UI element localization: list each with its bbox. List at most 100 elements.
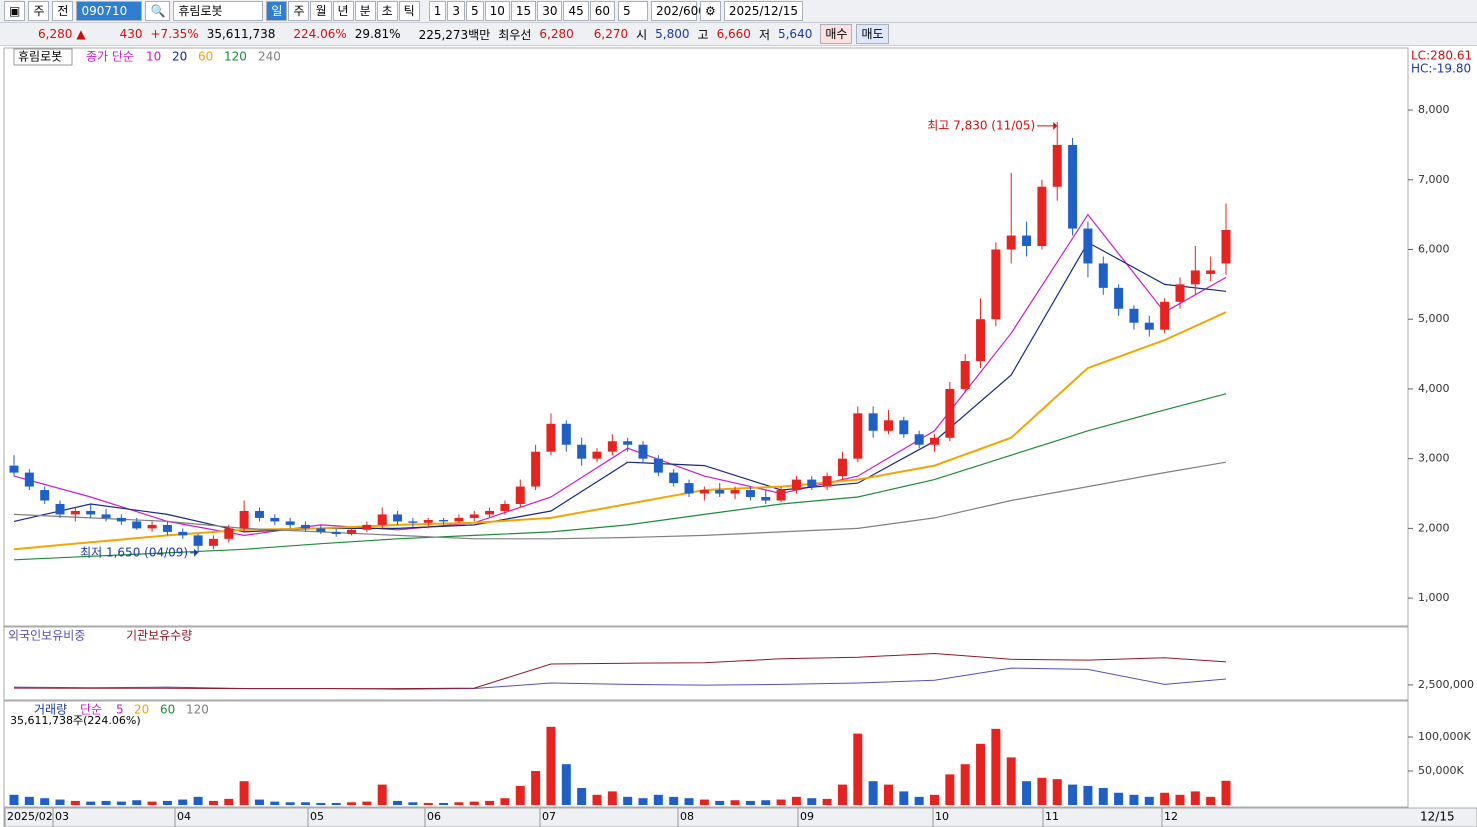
- x-tick-label: 11: [1045, 810, 1059, 823]
- interval-button[interactable]: 10: [484, 1, 510, 21]
- candle-body: [1206, 270, 1216, 274]
- candle-body: [976, 319, 986, 362]
- candle-body: [40, 490, 50, 501]
- candle-body: [930, 437, 940, 445]
- candle-body: [239, 510, 249, 529]
- interval-button[interactable]: 45: [563, 1, 589, 21]
- period-button[interactable]: 년: [332, 1, 354, 21]
- volume-bar: [500, 798, 510, 805]
- candle-body: [1083, 228, 1093, 264]
- candle-body: [285, 521, 295, 525]
- buy-button[interactable]: 매수: [820, 24, 853, 44]
- market[interactable]: 주: [28, 1, 50, 21]
- y-tick-label: 7,000: [1418, 173, 1450, 186]
- prev[interactable]: 전: [52, 1, 74, 21]
- candle-body: [1175, 284, 1185, 302]
- candle-body: [1098, 263, 1108, 288]
- interval-input[interactable]: 5: [618, 1, 649, 21]
- price: 6,280: [38, 27, 73, 41]
- volume-bar: [1129, 794, 1139, 805]
- candle-body: [607, 441, 617, 452]
- candle-body: [469, 514, 479, 518]
- interval-button[interactable]: 1: [428, 1, 447, 21]
- holdings-line: [13, 652, 1227, 690]
- period-button[interactable]: 분: [354, 1, 376, 21]
- volume-bar: [1052, 779, 1062, 805]
- candle-body: [178, 531, 188, 536]
- count[interactable]: 202/600: [651, 1, 706, 21]
- candle-body: [1190, 270, 1200, 285]
- candle-body: [1022, 235, 1032, 247]
- candle-body: [393, 514, 403, 522]
- interval-button[interactable]: 3: [447, 1, 465, 21]
- moving-average: [13, 461, 1227, 540]
- period-button[interactable]: 틱: [398, 1, 420, 21]
- volume-bar: [439, 802, 449, 805]
- volume-bar: [454, 802, 464, 805]
- volume-bar: [991, 728, 1001, 805]
- tools[interactable]: ⚙: [700, 1, 721, 21]
- interval-button[interactable]: 5: [466, 1, 484, 21]
- high: 6,660: [716, 27, 751, 41]
- period-button[interactable]: 주: [288, 1, 310, 21]
- candle-body: [546, 423, 556, 452]
- volume: 35,611,738: [206, 27, 276, 41]
- sell-button[interactable]: 매도: [856, 24, 889, 44]
- period-button[interactable]: 초: [376, 1, 398, 21]
- volume-bar: [669, 796, 679, 805]
- low-label: 저: [758, 27, 770, 42]
- stock-name[interactable]: 휴림로봇: [173, 1, 264, 21]
- ma-legend-period: 20: [172, 50, 187, 64]
- annotation-head: [1053, 121, 1058, 130]
- lc: LC:280.61: [1411, 49, 1472, 63]
- volume-bar: [577, 788, 587, 805]
- y-tick-label: 50,000K: [1418, 764, 1464, 777]
- icon[interactable]: ▣: [4, 1, 26, 21]
- volume-bar: [1144, 796, 1154, 805]
- ask: 6,280: [539, 27, 574, 41]
- interval-button[interactable]: 30: [537, 1, 563, 21]
- period-button[interactable]: 일: [266, 1, 288, 21]
- volume-bar: [224, 798, 234, 805]
- volume-bar: [1098, 788, 1108, 805]
- volume-legend-period: 60: [160, 703, 175, 717]
- volume-bar: [86, 801, 96, 805]
- candle-body: [699, 490, 709, 494]
- volume-info: 35,611,738주(224.06%): [10, 714, 141, 727]
- volume-bar: [976, 743, 986, 805]
- candle-body: [868, 413, 878, 431]
- candle-body: [1144, 322, 1154, 330]
- candle-body: [454, 517, 464, 522]
- volume-bar: [55, 799, 65, 805]
- volume-bar: [791, 796, 801, 805]
- volume-legend-period: 20: [134, 703, 149, 717]
- code[interactable]: 090710: [76, 1, 143, 21]
- candle-body: [822, 476, 832, 487]
- candle-body: [653, 458, 663, 473]
- interval-button[interactable]: 60: [589, 1, 616, 21]
- volume-bar: [316, 802, 326, 805]
- volume-bar: [561, 764, 571, 805]
- volume-bar: [761, 800, 771, 805]
- x-tick-label: 08: [680, 810, 694, 823]
- volume-bar: [178, 799, 188, 805]
- candle-body: [776, 490, 786, 501]
- candle-body: [1068, 144, 1078, 229]
- date[interactable]: 2025/12/15: [723, 1, 803, 21]
- volume-legend-label: 단순: [80, 703, 102, 717]
- y-tick-label: 2,500,000: [1418, 678, 1474, 691]
- y-tick-label: 6,000: [1418, 242, 1450, 255]
- candle-body: [86, 510, 96, 515]
- volume-bar: [485, 800, 495, 805]
- interval-button[interactable]: 15: [510, 1, 537, 21]
- ma-legend-period: 60: [198, 50, 213, 64]
- search[interactable]: 🔍: [145, 1, 171, 21]
- candle-body: [883, 420, 893, 431]
- volume-bar: [1175, 794, 1185, 805]
- volume-bar: [1006, 757, 1016, 805]
- candle-body: [638, 444, 648, 459]
- volume-bar: [270, 801, 280, 805]
- period-button[interactable]: 월: [310, 1, 332, 21]
